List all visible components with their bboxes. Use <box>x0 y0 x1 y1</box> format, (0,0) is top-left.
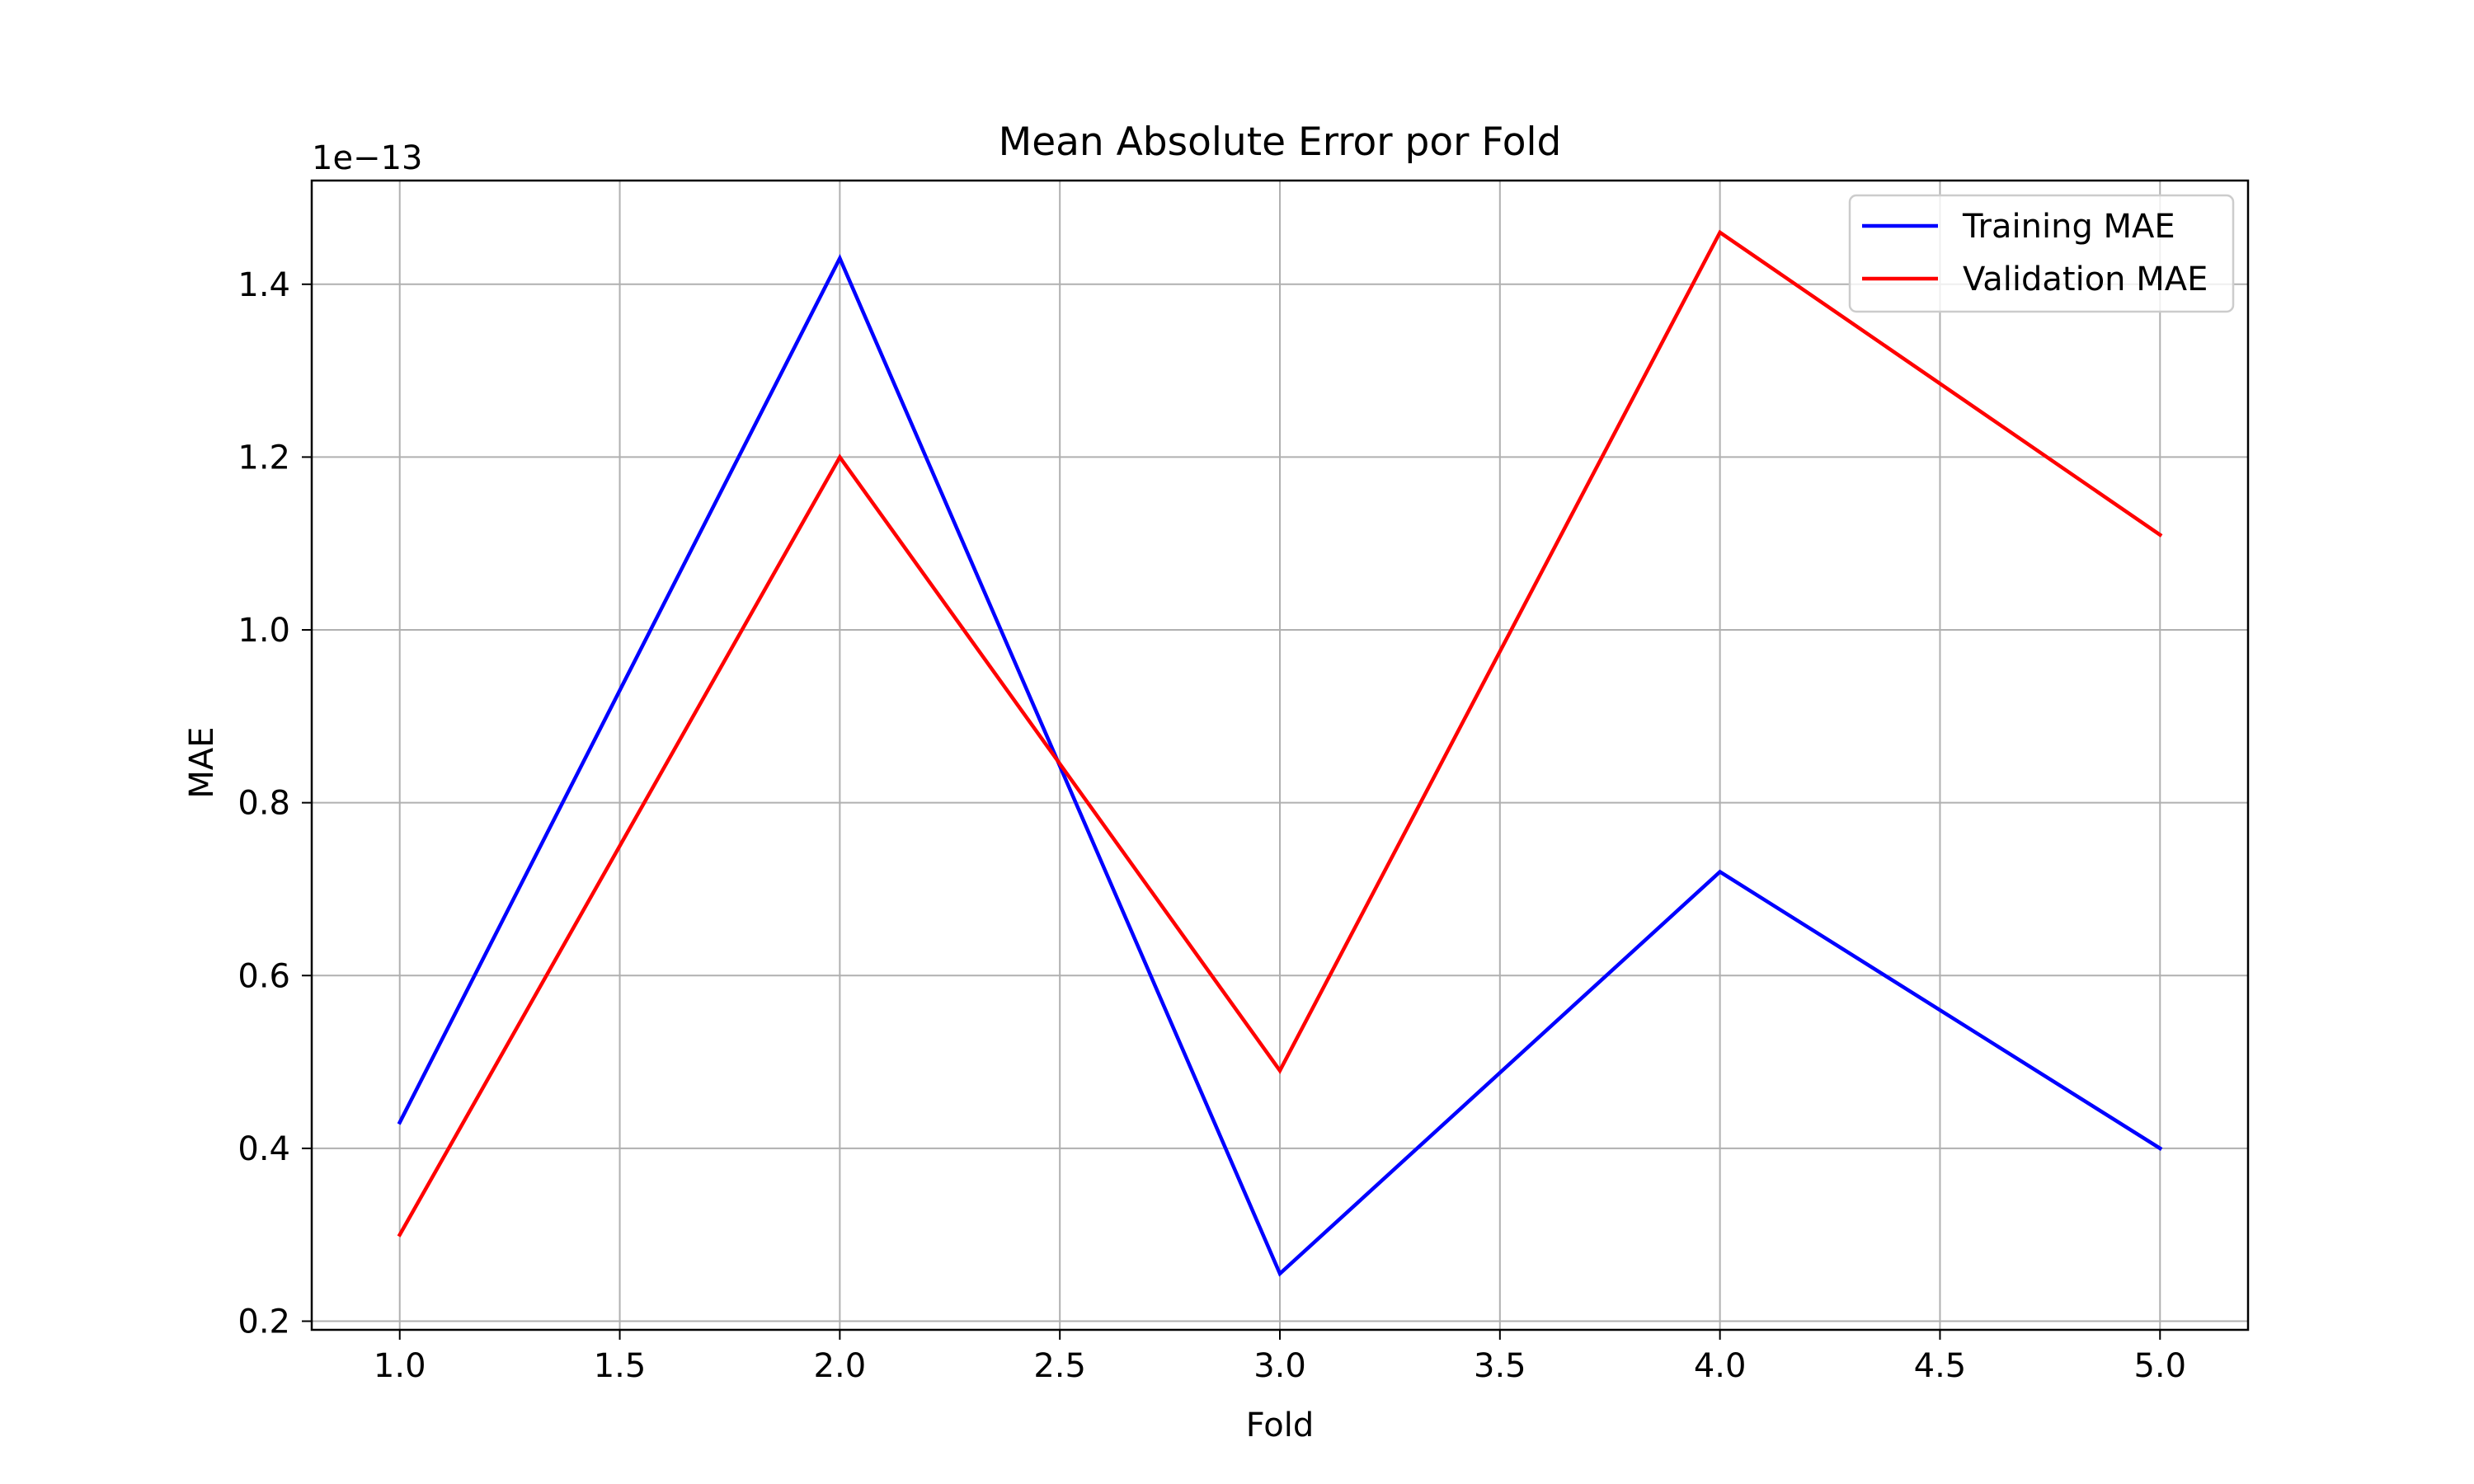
legend-label-training: Training MAE <box>1962 208 2175 246</box>
y-tick-label: 1.2 <box>238 439 290 477</box>
y-axis-offset-label: 1e−13 <box>312 139 422 177</box>
x-tick-label: 3.5 <box>1474 1347 1526 1385</box>
y-tick-label: 0.4 <box>238 1130 290 1168</box>
y-axis-label: MAE <box>183 726 221 798</box>
x-tick-label: 2.0 <box>814 1347 867 1385</box>
x-axis-label: Fold <box>1246 1407 1315 1444</box>
x-tick-label: 5.0 <box>2133 1347 2186 1385</box>
legend-label-validation: Validation MAE <box>1963 261 2208 298</box>
y-tick-label: 1.0 <box>238 612 290 650</box>
y-tick-label: 0.6 <box>238 957 290 995</box>
axis-ticks: 1.0 1.5 2.0 2.5 3.0 3.5 4.0 4.5 5.0 0.2 0.4 0.6 0.8 1… <box>238 266 2186 1385</box>
series-lines <box>397 229 2163 1277</box>
x-tick-label: 4.0 <box>1694 1347 1747 1385</box>
chart-title: Mean Absolute Error por Fold <box>999 120 1562 165</box>
x-tick-label: 1.0 <box>374 1347 426 1385</box>
x-tick-label: 1.5 <box>594 1347 647 1385</box>
x-tick-label: 3.0 <box>1253 1347 1306 1385</box>
x-tick-label: 2.5 <box>1033 1347 1086 1385</box>
y-tick-label: 0.8 <box>238 785 290 823</box>
legend: Training MAE Validation MAE <box>1848 194 2235 313</box>
y-tick-label: 0.2 <box>238 1303 290 1341</box>
y-tick-label: 1.4 <box>238 266 290 304</box>
legend-box <box>1848 194 2235 313</box>
x-tick-label: 4.5 <box>1914 1347 1967 1385</box>
grid <box>312 181 2248 1330</box>
